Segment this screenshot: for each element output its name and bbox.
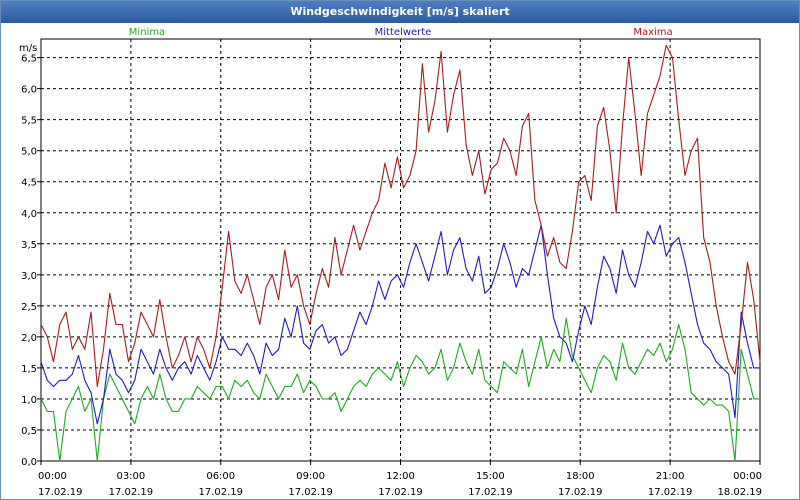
y-tick-label: 3,0 [21,271,37,282]
x-tick-date: 17.02.19 [38,487,83,498]
x-tick-date: 17.02.19 [378,487,423,498]
x-tick-time: 03:00 [116,471,145,482]
series-line-maxima [40,44,761,388]
x-tick-date: 17.02.19 [109,487,154,498]
legend-minima: Minima [129,27,165,38]
x-tick-time: 00:00 [733,471,762,482]
x-tick-time: 15:00 [476,471,505,482]
x-tick-time: 18:00 [566,471,595,482]
legend-mittelwerte: Mittelwerte [375,27,432,38]
series-line-minima [40,317,760,462]
x-tick-date: 17.02.19 [558,487,603,498]
x-tick-date: 17.02.19 [468,487,513,498]
y-tick-label: 6,5 [21,54,37,65]
y-tick-label: 2,5 [21,302,37,313]
y-tick-label: 4,5 [21,178,37,189]
series-line-mittelwerte [40,224,760,425]
x-tick-date: 17.02.19 [288,487,333,498]
y-tick-label: 0,0 [21,457,37,468]
x-tick-date: 18.02.19 [717,487,762,498]
grid [41,39,760,462]
x-tick-time: 06:00 [206,471,235,482]
legend-maxima: Maxima [633,27,672,38]
x-tick-date: 17.02.19 [648,487,693,498]
wind-speed-chart: 0,0 0,5 1,0 1,5 2,0 2,5 3,0 3,5 4,0 4,5 5,0 5,5 6,0 6… [19,27,762,498]
window-title: Windgeschwindigkeit [m/s] skaliert [1,1,799,23]
y-tick-label: 1,0 [21,395,37,406]
x-tick-time: 21:00 [656,471,685,482]
x-tick-time: 09:00 [296,471,325,482]
y-tick-label: 5,5 [21,116,37,127]
legend: Minima Mittelwerte Maxima [129,27,673,38]
y-axis-ticks: 0,0 0,5 1,0 1,5 2,0 2,5 3,0 3,5 4,0 4,5 5,0 5,5 6,0 6… [21,54,41,468]
y-tick-label: 2,0 [21,333,37,344]
x-tick-time: 12:00 [386,471,415,482]
y-axis-unit-label: m/s [19,43,37,54]
x-axis-ticks: 00:00 17.02.19 03:00 17.02.19 06:00 17.02.19 0… [38,461,762,498]
y-tick-label: 5,0 [21,147,37,158]
series-lines [40,44,761,462]
y-tick-label: 0,5 [21,426,37,437]
y-tick-label: 1,5 [21,364,37,375]
x-tick-date: 17.02.19 [198,487,243,498]
y-tick-label: 6,0 [21,85,37,96]
y-tick-label: 3,5 [21,240,37,251]
y-tick-label: 4,0 [21,209,37,220]
x-tick-time: 00:00 [38,471,67,482]
